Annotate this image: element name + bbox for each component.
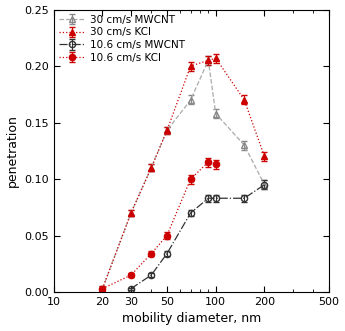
Y-axis label: penetration: penetration	[6, 114, 19, 187]
X-axis label: mobility diameter, nm: mobility diameter, nm	[122, 312, 261, 325]
Legend: 30 cm/s MWCNT, 30 cm/s KCl, 10.6 cm/s MWCNT, 10.6 cm/s KCl: 30 cm/s MWCNT, 30 cm/s KCl, 10.6 cm/s MW…	[57, 13, 187, 65]
